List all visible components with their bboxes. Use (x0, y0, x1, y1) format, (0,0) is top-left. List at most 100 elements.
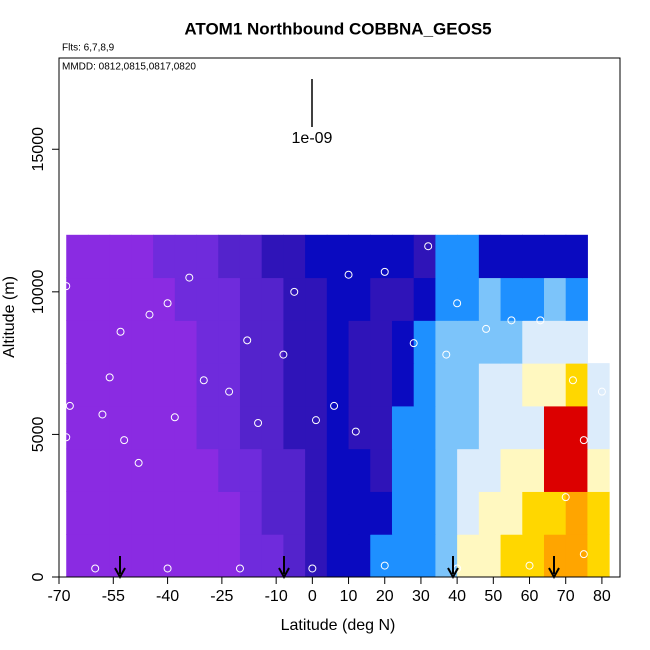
flight-point (290, 287, 299, 296)
heat-cell (413, 277, 436, 321)
heat-cell (196, 405, 219, 450)
heat-cell (153, 405, 176, 450)
heat-cell (522, 448, 545, 492)
heat-cell (87, 363, 111, 407)
heat-cell (435, 363, 458, 407)
flight-point (170, 413, 179, 422)
heat-cell (218, 405, 241, 450)
heat-cell (66, 363, 89, 407)
heat-cell (218, 363, 241, 407)
annotation: MMDD: 0812,0815,0817,0820 (62, 62, 196, 73)
flight-point (507, 316, 516, 325)
heat-cell (478, 234, 502, 279)
heat-cell (478, 448, 502, 492)
heat-cell (500, 320, 523, 364)
heat-cell (131, 277, 154, 321)
heat-cell (565, 448, 588, 492)
flight-point (561, 493, 570, 502)
heat-cell (131, 363, 154, 407)
x-tick-label: 70 (557, 588, 575, 605)
heat-cell (326, 448, 350, 492)
heat-cell (478, 363, 502, 407)
heat-cell (174, 491, 198, 535)
heat-cell (174, 234, 198, 279)
flight-point (311, 416, 320, 425)
heat-cell (587, 363, 610, 407)
heat-cell (174, 448, 198, 492)
x-tick-label: 50 (484, 588, 502, 605)
heat-cell (587, 534, 610, 578)
heat-cell (413, 320, 436, 364)
heat-cell (435, 320, 458, 364)
heat-cell (326, 277, 350, 321)
heatmap (66, 234, 610, 578)
subtitle: Flts: 6,7,8,9 (62, 43, 115, 54)
heat-cell (87, 534, 111, 578)
heat-cell (543, 405, 567, 450)
heat-cell (457, 234, 480, 279)
heat-cell (587, 448, 610, 492)
heat-cell (196, 491, 219, 535)
key: 1e-09 (292, 79, 333, 147)
heat-cell (391, 405, 415, 450)
flight-point (243, 336, 252, 345)
heat-cell (413, 363, 436, 407)
y-tick-label: 0 (30, 572, 47, 581)
heat-cell (370, 491, 393, 535)
heat-cell (391, 448, 415, 492)
heat-cell (391, 491, 415, 535)
flight-point (579, 550, 588, 559)
flight-point (579, 436, 588, 445)
heat-cell (261, 448, 284, 492)
heat-cell (239, 234, 263, 279)
heat-cell (370, 448, 393, 492)
flight-point (62, 282, 71, 291)
heat-cell (239, 448, 263, 492)
y-tick-label: 5000 (30, 417, 47, 453)
heat-cell (131, 534, 154, 578)
flight-point (536, 316, 545, 325)
flight-point (116, 327, 125, 336)
heat-cell (283, 363, 306, 407)
heat-cell (565, 320, 588, 364)
heat-cell (305, 320, 328, 364)
heat-cell (261, 405, 284, 450)
heat-cell (239, 277, 263, 321)
heat-cell (348, 534, 371, 578)
x-tick-label: 0 (308, 588, 317, 605)
heat-cell (391, 234, 415, 279)
heat-cell (326, 320, 350, 364)
heat-cell (457, 405, 480, 450)
flight-point (279, 350, 288, 359)
heat-cell (565, 491, 588, 535)
flight-point (482, 324, 491, 333)
heat-cell (283, 448, 306, 492)
heat-cell (478, 320, 502, 364)
heat-cell (522, 234, 545, 279)
heat-cell (348, 448, 371, 492)
heat-cell (196, 277, 219, 321)
heat-cell (109, 405, 132, 450)
heat-cell (435, 405, 458, 450)
heat-cell (413, 405, 436, 450)
heat-cell (326, 363, 350, 407)
heat-cell (413, 491, 436, 535)
flight-point (134, 458, 143, 467)
heat-cell (109, 277, 132, 321)
flight-point (344, 270, 353, 279)
heat-cell (478, 491, 502, 535)
heat-cell (218, 320, 241, 364)
heat-cell (153, 320, 176, 364)
heat-cell (283, 534, 306, 578)
heat-cell (565, 363, 588, 407)
heat-cell (283, 405, 306, 450)
x-tick-label: -25 (210, 588, 233, 605)
heat-cell (305, 405, 328, 450)
heat-cell (500, 534, 523, 578)
heat-cell (261, 534, 284, 578)
heat-cell (87, 491, 111, 535)
heat-cell (218, 234, 241, 279)
heat-cell (478, 277, 502, 321)
flight-point (453, 299, 462, 308)
heat-cell (87, 405, 111, 450)
